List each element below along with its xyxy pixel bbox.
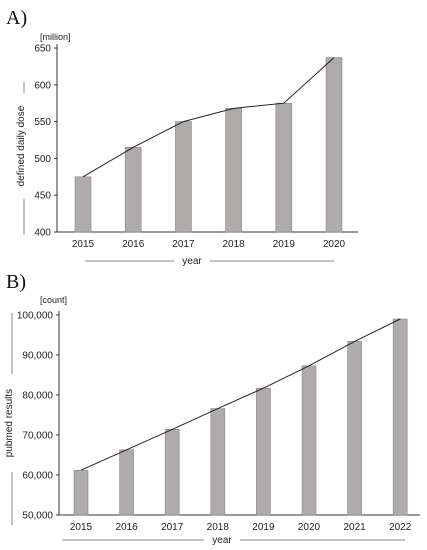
panel-a: A) [million] defined daily dose 400 450 50… xyxy=(6,7,358,267)
panel-a-label: A) xyxy=(6,7,27,29)
panel-a-unit-label: [million] xyxy=(40,32,71,42)
panel-b-x-axis-title: year xyxy=(212,535,232,546)
bar xyxy=(347,341,362,516)
y-tick-label: 50,000 xyxy=(22,511,53,522)
bar xyxy=(225,108,242,233)
x-tick-label: 2017 xyxy=(172,239,195,250)
y-tick-label: 400 xyxy=(34,228,51,239)
panel-b: B) [count] pubmed results 50,000 60,000 70… xyxy=(4,271,420,546)
bar xyxy=(73,469,89,516)
panel-a-y-axis-title: defined daily dose xyxy=(16,105,27,186)
x-tick-label: 2019 xyxy=(273,239,296,250)
y-tick-label: 550 xyxy=(34,117,51,128)
bar xyxy=(175,121,192,233)
bar xyxy=(74,176,92,233)
x-tick-label: 2018 xyxy=(207,522,230,533)
y-tick-label: 650 xyxy=(34,44,51,55)
x-tick-label: 2015 xyxy=(70,522,93,533)
y-tick-label: 600 xyxy=(34,80,51,91)
x-tick-label: 2020 xyxy=(298,522,321,533)
bar xyxy=(124,147,142,233)
bar xyxy=(392,318,408,516)
x-tick-label: 2015 xyxy=(72,239,95,250)
x-tick-label: 2017 xyxy=(161,522,184,533)
y-tick-label: 70,000 xyxy=(22,431,53,442)
y-tick-label: 500 xyxy=(34,154,51,165)
bar xyxy=(325,57,343,233)
panel-b-unit-label: [count] xyxy=(40,295,67,305)
x-tick-label: 2016 xyxy=(122,239,145,250)
x-tick-label: 2018 xyxy=(222,239,245,250)
x-tick-label: 2022 xyxy=(389,522,412,533)
panel-b-y-axis-title: pubmed results xyxy=(4,389,15,457)
y-tick-label: 450 xyxy=(34,191,51,202)
y-tick-label: 60,000 xyxy=(22,471,53,482)
bar xyxy=(275,102,293,233)
bar xyxy=(210,408,226,516)
x-tick-label: 2019 xyxy=(252,522,275,533)
panel-b-trend-line xyxy=(80,318,401,471)
x-tick-label: 2021 xyxy=(343,522,366,533)
y-tick-label: 100,000 xyxy=(17,311,54,322)
x-tick-label: 2020 xyxy=(323,239,346,250)
y-tick-label: 80,000 xyxy=(22,391,53,402)
panel-b-label: B) xyxy=(6,271,26,293)
panel-a-x-axis-title: year xyxy=(182,256,202,267)
bar xyxy=(256,387,271,516)
panel-a-trend-line xyxy=(82,57,335,178)
x-tick-label: 2016 xyxy=(115,522,138,533)
bar xyxy=(301,365,317,516)
bar xyxy=(164,429,180,516)
bar xyxy=(119,449,134,516)
y-tick-label: 90,000 xyxy=(22,351,53,362)
